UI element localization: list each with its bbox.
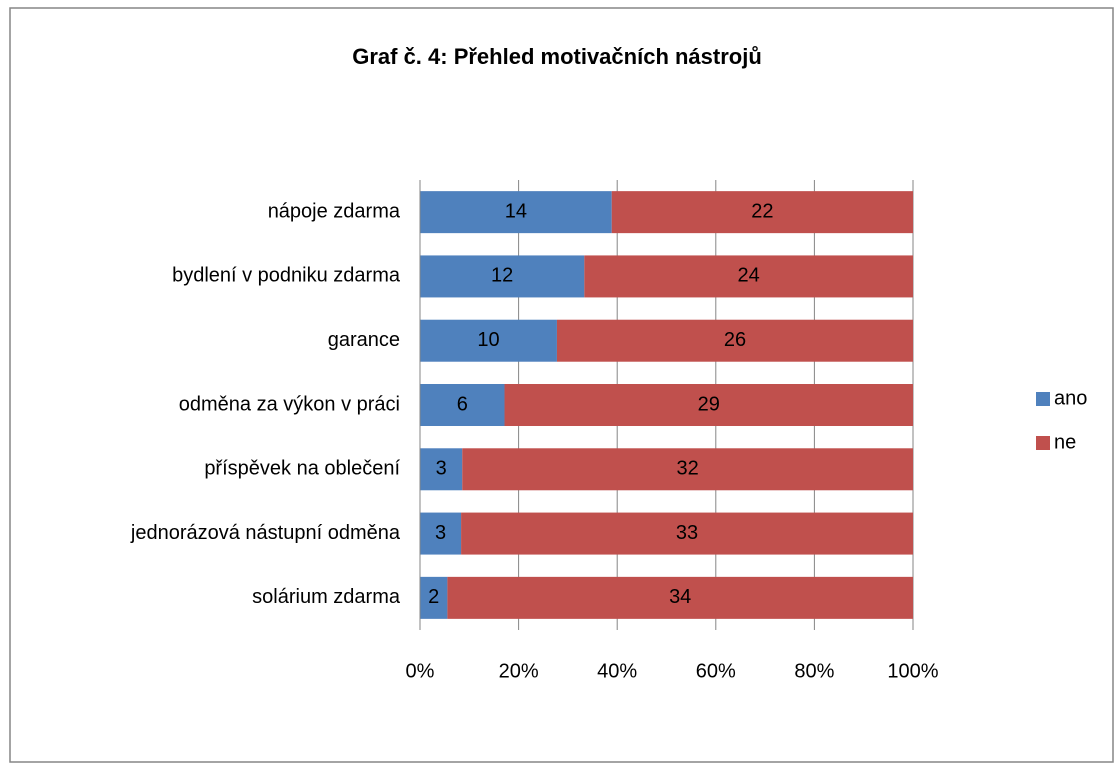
y-tick-label: bydlení v podniku zdarma	[172, 265, 401, 287]
x-tick-label: 100%	[887, 660, 938, 682]
bar-segment	[420, 512, 462, 555]
data-label: 33	[676, 522, 698, 544]
x-tick-label: 60%	[696, 660, 736, 682]
y-tick-label: jednorázová nástupní odměna	[130, 522, 401, 544]
legend-label: ne	[1054, 431, 1076, 453]
chart-title: Graf č. 4: Přehled motivačních nástrojů	[352, 44, 762, 69]
bar-segment	[462, 448, 913, 491]
data-label: 32	[677, 458, 699, 480]
x-tick-label: 20%	[499, 660, 539, 682]
data-label: 3	[435, 522, 446, 544]
y-tick-label: solárium zdarma	[252, 586, 401, 608]
data-label: 14	[505, 200, 527, 222]
y-tick-label: příspěvek na oblečení	[204, 458, 400, 480]
data-label: 10	[477, 329, 499, 351]
legend-label: ano	[1054, 387, 1087, 409]
y-tick-label: odměna za výkon v práci	[179, 393, 400, 415]
bar-segment	[420, 384, 505, 426]
data-label: 26	[724, 329, 746, 351]
data-label: 34	[669, 586, 691, 608]
data-label: 22	[751, 200, 773, 222]
data-label: 29	[698, 393, 720, 415]
legend-swatch	[1036, 392, 1050, 406]
legend-swatch	[1036, 436, 1050, 450]
bar-segment	[611, 191, 913, 234]
bar-segment	[420, 191, 612, 234]
bar-segment	[447, 576, 913, 619]
bar-segment	[504, 384, 913, 426]
bar-segment	[420, 576, 448, 619]
bar-segment	[461, 512, 913, 555]
data-label: 3	[436, 458, 447, 480]
x-tick-label: 80%	[794, 660, 834, 682]
bar-segment	[420, 319, 557, 362]
x-tick-label: 40%	[597, 660, 637, 682]
data-label: 6	[457, 393, 468, 415]
bar-segment	[584, 255, 913, 298]
y-tick-label: garance	[328, 329, 400, 351]
data-label: 2	[428, 586, 439, 608]
data-label: 12	[491, 265, 513, 287]
x-tick-label: 0%	[406, 660, 435, 682]
bar-segment	[420, 255, 585, 298]
y-tick-label: nápoje zdarma	[268, 200, 401, 222]
bar-segment	[556, 319, 913, 362]
data-label: 24	[738, 265, 760, 287]
bar-segment	[420, 448, 463, 491]
